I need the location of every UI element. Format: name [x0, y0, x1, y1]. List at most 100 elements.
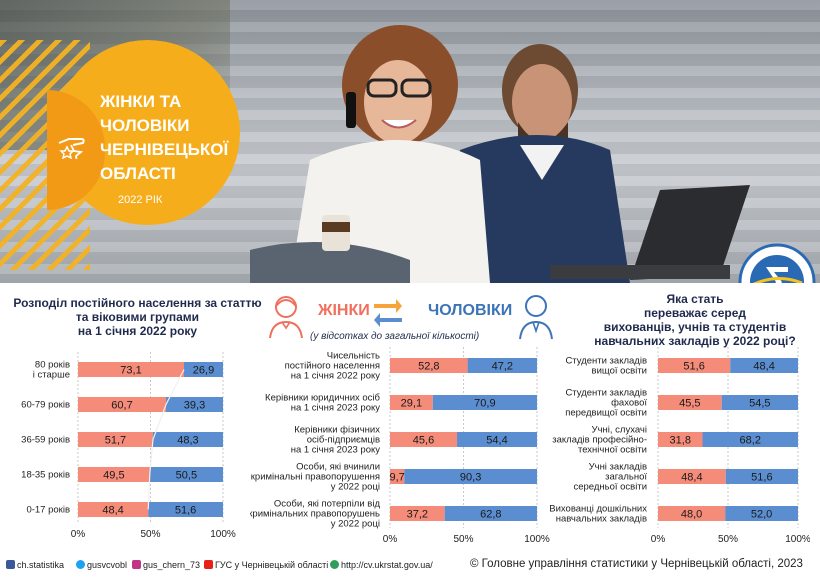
- legend-men: ЧОЛОВІКИ: [428, 302, 513, 319]
- data-label-men: 50,5: [176, 470, 197, 482]
- legend-arrows-icon: [374, 299, 402, 327]
- bar-women: [78, 502, 149, 517]
- data-label-men: 52,0: [751, 509, 772, 521]
- data-label-men: 51,6: [751, 472, 772, 484]
- x-tick-label: 50%: [718, 534, 738, 545]
- education-chart: 0% 50% 100% 51,6 48,4 Студенти закладів вищої …: [549, 345, 810, 545]
- bar-men: [149, 467, 223, 482]
- data-label-women: 73,1: [120, 365, 141, 377]
- category-label: Особи, які вчинили кримінальні правопоруш…: [251, 462, 380, 493]
- bar-women: [390, 506, 445, 521]
- x-tick-label: 50%: [453, 534, 473, 545]
- data-label-women: 51,6: [683, 361, 704, 373]
- data-label-men: 47,2: [492, 361, 513, 373]
- x-tick-label: 100%: [524, 534, 550, 545]
- globe-icon: [330, 560, 339, 569]
- right-chart-title: Яка стать переважає серед вихованців, учні…: [594, 292, 796, 348]
- bar-women: [78, 362, 184, 377]
- bar-women: [390, 469, 405, 484]
- social-status-chart: 0% 50% 100% 52,8 47,2 Чисельність постійного н…: [250, 345, 550, 545]
- twitter-icon: [76, 560, 85, 569]
- bar-men: [183, 362, 223, 377]
- bar-men: [730, 358, 798, 373]
- data-label-men: 54,5: [749, 398, 770, 410]
- age-group-chart: 0% 50% 100% 73,1 26,9 80 років і старше 60,7 39,…: [21, 350, 236, 540]
- bar-women: [658, 395, 722, 410]
- data-label-women: 9,7: [389, 472, 404, 484]
- boundary-connector: [147, 369, 185, 510]
- bar-women: [390, 432, 458, 447]
- data-label-men: 90,3: [460, 472, 481, 484]
- footer-facebook[interactable]: ch.statistika: [6, 560, 64, 570]
- bar-men: [148, 502, 223, 517]
- hand-star-icon: [58, 138, 85, 159]
- bar-men: [166, 397, 223, 412]
- bar-men: [725, 506, 798, 521]
- bar-men: [702, 432, 798, 447]
- footer-site[interactable]: http://cv.ukrstat.gov.ua/: [330, 560, 433, 570]
- data-label-women: 48,4: [102, 505, 123, 517]
- data-label-men: 51,6: [175, 505, 196, 517]
- page-year: 2022 РІК: [118, 194, 163, 206]
- bar-women: [658, 469, 726, 484]
- copyright: © Головне управління статистики у Чернів…: [470, 558, 803, 570]
- category-label: 36-59 років: [21, 435, 70, 446]
- x-tick-label: 0%: [651, 534, 666, 545]
- data-label-men: 48,3: [177, 435, 198, 447]
- footer-youtube[interactable]: ГУС у Чернівецькій області: [204, 560, 328, 570]
- bar-women: [78, 432, 153, 447]
- bar-men: [152, 432, 223, 447]
- legend-note: (у відсотках до загальної кількості): [310, 331, 480, 342]
- category-label: Учні, слухачі закладів професійно-технічн…: [552, 425, 647, 456]
- data-label-women: 45,6: [413, 435, 434, 447]
- category-label: Студенти закладів фахової передвищої освіт…: [565, 388, 647, 419]
- data-label-men: 70,9: [474, 398, 495, 410]
- data-label-men: 54,4: [486, 435, 507, 447]
- youtube-icon: [204, 560, 213, 569]
- data-label-women: 48,4: [681, 472, 702, 484]
- data-label-women: 52,8: [418, 361, 439, 373]
- x-tick-label: 0%: [71, 529, 86, 540]
- x-tick-label: 0%: [383, 534, 398, 545]
- bar-men: [444, 506, 537, 521]
- instagram-icon: [132, 560, 141, 569]
- left-chart-title: Розподіл постійного населення за статтю т…: [13, 296, 262, 338]
- category-label: Вихованці дошкільних навчальних закладів: [549, 504, 647, 525]
- category-label: Чисельність постійного населення на 1 січн…: [285, 351, 381, 382]
- data-label-women: 31,8: [670, 435, 691, 447]
- man-avatar-icon: [519, 295, 553, 340]
- bar-men: [467, 358, 537, 373]
- bar-women: [658, 432, 703, 447]
- bar-women: [390, 358, 468, 373]
- data-label-women: 51,7: [105, 435, 126, 447]
- bar-men: [432, 395, 537, 410]
- category-label: Особи, які потерпіли від кримінальних пра…: [250, 499, 380, 530]
- bar-men: [725, 469, 798, 484]
- x-tick-label: 100%: [210, 529, 236, 540]
- data-label-women: 60,7: [111, 400, 132, 412]
- bar-women: [658, 506, 726, 521]
- bar-women: [658, 358, 731, 373]
- data-label-men: 68,2: [740, 435, 761, 447]
- legend-women: ЖІНКИ: [318, 302, 370, 319]
- data-label-men: 48,4: [753, 361, 774, 373]
- category-label: 80 років і старше: [33, 360, 70, 381]
- page-title: ЖІНКИ ТА ЧОЛОВІКИ ЧЕРНІВЕЦЬКОЇ ОБЛАСТІ: [100, 92, 229, 183]
- bar-women: [78, 397, 167, 412]
- bar-women: [390, 395, 433, 410]
- data-label-men: 39,3: [184, 400, 205, 412]
- category-label: Учні закладів загальної середньої освіти: [573, 462, 647, 493]
- footer: ch.statistika gusvcvobl gus_chern_73 ГУС…: [0, 554, 820, 579]
- category-label: Керівники фізичних осіб-підприємців на 1 с…: [291, 425, 381, 456]
- people-photo: [250, 25, 750, 283]
- data-label-women: 45,5: [679, 398, 700, 410]
- hero-banner: ЖІНКИ ТА ЧОЛОВІКИ ЧЕРНІВЕЦЬКОЇ ОБЛАСТІ 2022…: [0, 0, 820, 283]
- footer-twitter[interactable]: gusvcvobl: [76, 560, 127, 570]
- footer-instagram[interactable]: gus_chern_73: [132, 560, 200, 570]
- category-label: 60-79 років: [21, 400, 70, 411]
- bar-women: [78, 467, 150, 482]
- data-label-men: 62,8: [480, 509, 501, 521]
- category-label: 0-17 років: [26, 505, 70, 516]
- data-label-women: 37,2: [407, 509, 428, 521]
- category-label: Керівники юридичних осіб на 1 січня 2023 …: [265, 393, 381, 414]
